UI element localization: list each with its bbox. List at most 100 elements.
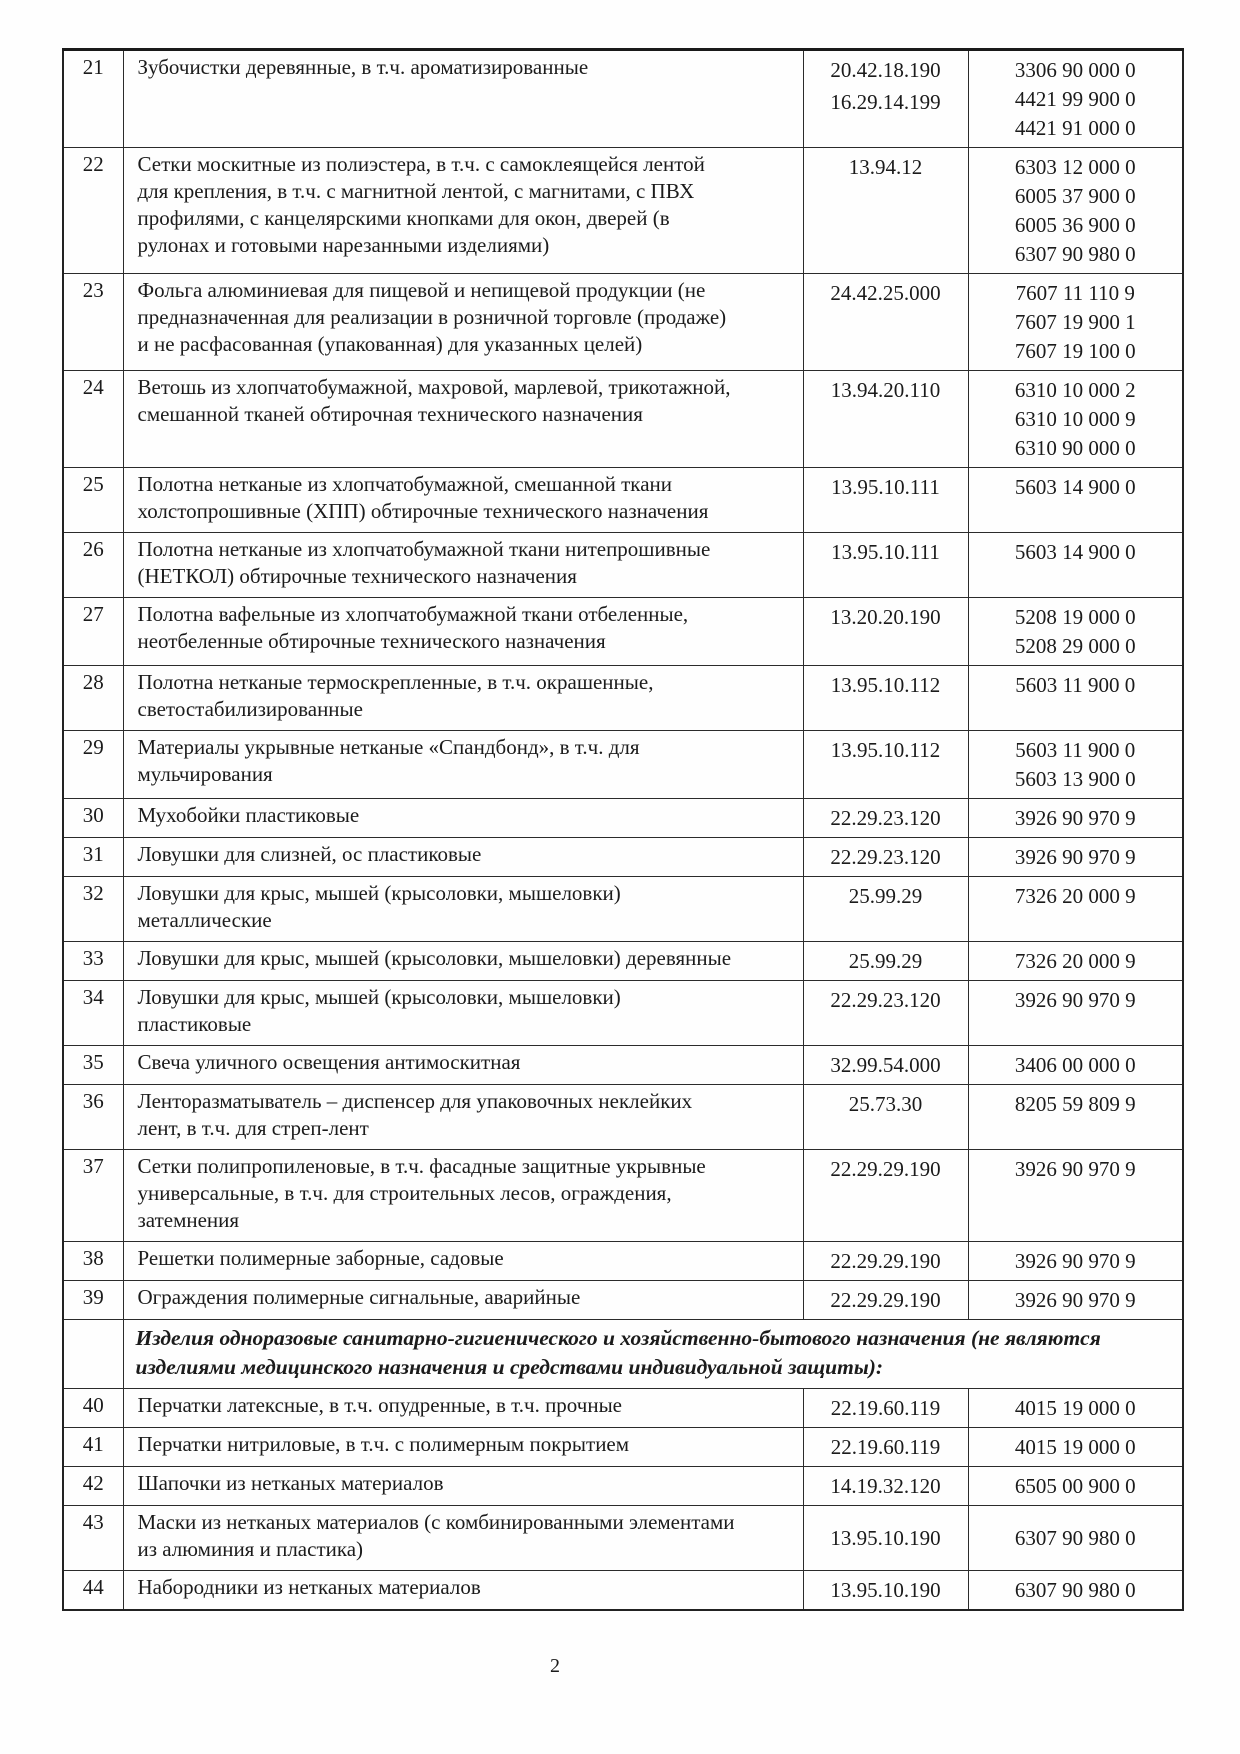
- row-number: 28: [62, 665, 124, 731]
- okpd2-code: 32.99.54.000: [830, 1053, 941, 1077]
- okpd2-code-cell: 22.19.60.119: [802, 1388, 969, 1428]
- okpd2-code: 25.73.30: [848, 1092, 923, 1116]
- row-number: 26: [62, 532, 124, 598]
- product-name: Перчатки нитриловые, в т.ч. с полимерным…: [122, 1427, 804, 1467]
- table-row: 32 Ловушки для крыс, мышей (крысоловки, м…: [62, 876, 1184, 942]
- tnved-code: 5208 29 000 0: [1014, 634, 1136, 658]
- table-row: 36 Ленторазматыватель – диспенсер для упа…: [62, 1084, 1184, 1150]
- product-name: Ветошь из хлопчатобумажной, махровой, ма…: [122, 370, 804, 468]
- product-name: Ловушки для крыс, мышей (крысоловки, мыш…: [122, 876, 804, 942]
- tnved-code-cell: 6307 90 980 0: [967, 1570, 1184, 1611]
- okpd2-code: 22.29.29.190: [830, 1249, 941, 1273]
- tnved-code: 3926 90 970 9: [1014, 1249, 1136, 1273]
- tnved-code-cell: 3926 90 970 9: [967, 1280, 1184, 1320]
- product-name: Сетки полипропиленовые, в т.ч. фасадные …: [122, 1149, 804, 1242]
- tnved-code: 6005 37 900 0: [1014, 184, 1136, 208]
- tnved-code: 3406 00 000 0: [1014, 1053, 1136, 1077]
- tnved-code: 3926 90 970 9: [1014, 1288, 1136, 1312]
- goods-table: 21 Зубочистки деревянные, в т.ч. ароматиз…: [62, 48, 1184, 1611]
- table-row: 42 Шапочки из нетканых материалов 14.19.32…: [62, 1466, 1184, 1506]
- tnved-code: 4421 99 900 0: [1014, 87, 1136, 111]
- okpd2-code-cell: 25.99.29: [802, 876, 969, 942]
- okpd2-code-cell: 20.42.18.190 16.29.14.199: [802, 49, 969, 148]
- product-name: Шапочки из нетканых материалов: [122, 1466, 804, 1506]
- tnved-code: 6310 10 000 9: [1014, 407, 1136, 431]
- row-number: 31: [62, 837, 124, 877]
- row-number: 32: [62, 876, 124, 942]
- table-row: 23 Фольга алюминиевая для пищевой и непищ…: [62, 273, 1184, 371]
- tnved-code: 3926 90 970 9: [1014, 845, 1136, 869]
- tnved-code-cell: 5603 14 900 0: [967, 532, 1184, 598]
- tnved-code: 6310 10 000 2: [1014, 378, 1136, 402]
- tnved-code: 6303 12 000 0: [1014, 155, 1136, 179]
- tnved-code-cell: 4015 19 000 0: [967, 1388, 1184, 1428]
- row-number: 41: [62, 1427, 124, 1467]
- okpd2-code: 13.95.10.112: [830, 673, 941, 697]
- tnved-code-cell: 3926 90 970 9: [967, 1241, 1184, 1281]
- row-number: 43: [62, 1505, 124, 1571]
- row-number: 36: [62, 1084, 124, 1150]
- okpd2-code-cell: 22.29.29.190: [802, 1149, 969, 1242]
- row-number: 27: [62, 597, 124, 666]
- okpd2-code-cell: 13.20.20.190: [802, 597, 969, 666]
- tnved-code: 6005 36 900 0: [1014, 213, 1136, 237]
- okpd2-code-cell: 22.29.23.120: [802, 980, 969, 1046]
- table-row: 22 Сетки москитные из полиэстера, в т.ч. …: [62, 147, 1184, 274]
- tnved-code-cell: 3926 90 970 9: [967, 980, 1184, 1046]
- table-row: 40 Перчатки латексные, в т.ч. опудренные,…: [62, 1388, 1184, 1428]
- tnved-code-cell: 7607 11 110 9 7607 19 900 1 7607 19 100 0: [967, 273, 1184, 371]
- okpd2-code-cell: 13.95.10.112: [802, 665, 969, 731]
- tnved-code-cell: 4015 19 000 0: [967, 1427, 1184, 1467]
- row-number: 42: [62, 1466, 124, 1506]
- okpd2-code-cell: 13.95.10.111: [802, 532, 969, 598]
- okpd2-code: 13.95.10.190: [830, 1526, 941, 1550]
- tnved-code: 5603 14 900 0: [1014, 540, 1136, 564]
- tnved-code-cell: 3306 90 000 0 4421 99 900 0 4421 91 000 0: [967, 49, 1184, 148]
- tnved-code: 6307 90 980 0: [1014, 1525, 1136, 1550]
- okpd2-code-cell: 13.95.10.111: [802, 467, 969, 533]
- okpd2-code: 22.29.29.190: [830, 1288, 941, 1312]
- okpd2-code-cell: 22.29.23.120: [802, 798, 969, 838]
- table-row: 25 Полотна нетканые из хлопчатобумажной, …: [62, 467, 1184, 533]
- okpd2-code-cell: 14.19.32.120: [802, 1466, 969, 1506]
- okpd2-code-cell: 22.29.23.120: [802, 837, 969, 877]
- table-row: 37 Сетки полипропиленовые, в т.ч. фасадны…: [62, 1149, 1184, 1242]
- tnved-code: 4015 19 000 0: [1014, 1435, 1136, 1459]
- tnved-code-cell: 7326 20 000 9: [967, 876, 1184, 942]
- okpd2-code: 13.95.10.112: [830, 738, 941, 762]
- tnved-code: 5603 11 900 0: [1015, 738, 1136, 762]
- goods-table-body: 21 Зубочистки деревянные, в т.ч. ароматиз…: [62, 49, 1184, 1611]
- okpd2-code-cell: 13.94.12: [802, 147, 969, 274]
- row-number: 40: [62, 1388, 124, 1428]
- row-number: 21: [62, 49, 124, 148]
- okpd2-code-cell: 25.99.29: [802, 941, 969, 981]
- row-number: 38: [62, 1241, 124, 1281]
- product-name: Решетки полимерные заборные, садовые: [122, 1241, 804, 1281]
- tnved-code: 5603 13 900 0: [1014, 767, 1136, 791]
- tnved-code-cell: 3406 00 000 0: [967, 1045, 1184, 1085]
- tnved-code: 7326 20 000 9: [1014, 884, 1136, 908]
- okpd2-code: 22.19.60.119: [830, 1435, 941, 1459]
- okpd2-code: 13.94.12: [848, 155, 923, 179]
- tnved-code-cell: 6303 12 000 0 6005 37 900 0 6005 36 900 0 6…: [967, 147, 1184, 274]
- row-number: 35: [62, 1045, 124, 1085]
- row-number-cell: [62, 1319, 124, 1389]
- product-name: Свеча уличного освещения антимоскитная: [122, 1045, 804, 1085]
- tnved-code: 5603 11 900 0: [1015, 673, 1136, 697]
- tnved-code: 5208 19 000 0: [1014, 605, 1136, 629]
- okpd2-code-cell: 13.95.10.190: [802, 1570, 969, 1611]
- table-row: 30 Мухобойки пластиковые 22.29.23.120 3926 …: [62, 798, 1184, 838]
- tnved-code-cell: 6310 10 000 2 6310 10 000 9 6310 90 000 0: [967, 370, 1184, 468]
- okpd2-code-cell: 25.73.30: [802, 1084, 969, 1150]
- table-row: 41 Перчатки нитриловые, в т.ч. с полимерн…: [62, 1427, 1184, 1467]
- tnved-code: 4015 19 000 0: [1014, 1396, 1136, 1420]
- product-name: Ограждения полимерные сигнальные, аварий…: [122, 1280, 804, 1320]
- row-number: 30: [62, 798, 124, 838]
- table-row: 28 Полотна нетканые термоскрепленные, в т…: [62, 665, 1184, 731]
- okpd2-code: 13.94.20.110: [830, 378, 941, 402]
- okpd2-code: 25.99.29: [848, 884, 923, 908]
- tnved-code-cell: 5603 11 900 0 5603 13 900 0: [967, 730, 1184, 799]
- tnved-code: 6307 90 980 0: [1014, 242, 1136, 266]
- tnved-code-cell: 8205 59 809 9: [967, 1084, 1184, 1150]
- tnved-code: 7326 20 000 9: [1014, 949, 1136, 973]
